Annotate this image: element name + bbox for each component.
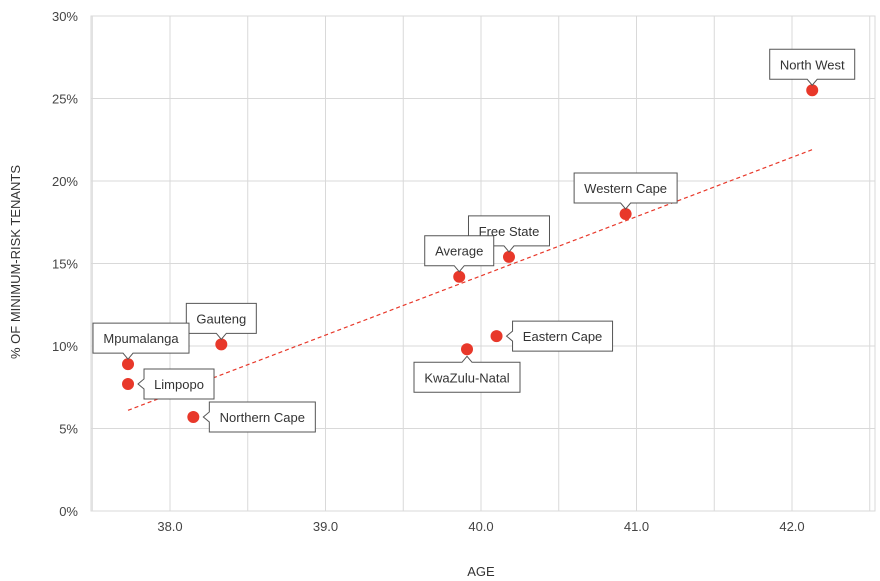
data-point bbox=[122, 377, 135, 390]
x-axis-title: AGE bbox=[467, 564, 495, 579]
x-tick-label: 41.0 bbox=[624, 519, 649, 534]
data-label-text: Limpopo bbox=[154, 377, 204, 392]
x-tick-label: 39.0 bbox=[313, 519, 338, 534]
data-label-box bbox=[92, 322, 190, 360]
data-label-box bbox=[137, 368, 215, 400]
data-label-text: Eastern Cape bbox=[523, 329, 603, 344]
data-label: North West bbox=[769, 48, 856, 87]
data-point bbox=[461, 343, 474, 356]
x-tick-label: 40.0 bbox=[468, 519, 493, 534]
data-label-box bbox=[202, 401, 316, 433]
y-tick-label: 30% bbox=[52, 9, 78, 24]
data-label-text: Western Cape bbox=[584, 181, 667, 196]
data-label: Northern Cape bbox=[202, 401, 316, 433]
trendline bbox=[127, 149, 813, 411]
data-point bbox=[122, 358, 135, 371]
data-label: Western Cape bbox=[573, 172, 678, 210]
y-axis-title: % OF MINIMUM-RISK TENANTS bbox=[8, 165, 23, 359]
data-label: KwaZulu-Natal bbox=[413, 355, 521, 393]
data-labels: North West Western Cape Free State Average G… bbox=[92, 48, 856, 433]
data-label: Gauteng bbox=[185, 302, 257, 341]
x-tick-label: 42.0 bbox=[779, 519, 804, 534]
y-tick-label: 20% bbox=[52, 174, 78, 189]
data-point bbox=[619, 208, 632, 220]
data-point bbox=[490, 330, 503, 343]
data-label-text: North West bbox=[780, 57, 845, 72]
y-axis-ticks: 0% 5% 10% 15% 20% 25% 30% bbox=[52, 9, 78, 519]
data-label-text: KwaZulu-Natal bbox=[424, 370, 509, 385]
data-points bbox=[122, 84, 819, 423]
data-point bbox=[215, 338, 228, 351]
x-axis-ticks: 38.0 39.0 40.0 41.0 42.0 bbox=[157, 519, 804, 534]
data-label: Limpopo bbox=[137, 368, 215, 400]
data-point bbox=[453, 270, 466, 283]
data-label-text: Mpumalanga bbox=[103, 331, 179, 346]
data-label: Average bbox=[424, 235, 495, 273]
x-tick-label: 38.0 bbox=[157, 519, 182, 534]
data-label-text: Northern Cape bbox=[220, 410, 305, 425]
data-point bbox=[806, 84, 819, 97]
y-tick-label: 25% bbox=[52, 92, 78, 107]
y-tick-label: 10% bbox=[52, 339, 78, 354]
y-tick-label: 5% bbox=[59, 422, 78, 437]
data-point bbox=[502, 250, 515, 263]
data-label-box bbox=[185, 302, 257, 341]
data-point bbox=[187, 410, 200, 423]
data-label-box bbox=[769, 48, 856, 87]
data-label-text: Gauteng bbox=[196, 311, 246, 326]
data-label-box bbox=[413, 355, 521, 393]
data-label-box bbox=[505, 320, 614, 352]
data-label: Mpumalanga bbox=[92, 322, 190, 360]
trendline-group bbox=[127, 149, 813, 411]
data-label-box bbox=[424, 235, 495, 273]
data-label-text: Average bbox=[435, 244, 483, 259]
y-tick-label: 0% bbox=[59, 504, 78, 519]
data-label-text: Free State bbox=[479, 224, 540, 239]
data-label: Eastern Cape bbox=[505, 320, 614, 352]
data-label-box bbox=[573, 172, 678, 210]
y-tick-label: 15% bbox=[52, 257, 78, 272]
